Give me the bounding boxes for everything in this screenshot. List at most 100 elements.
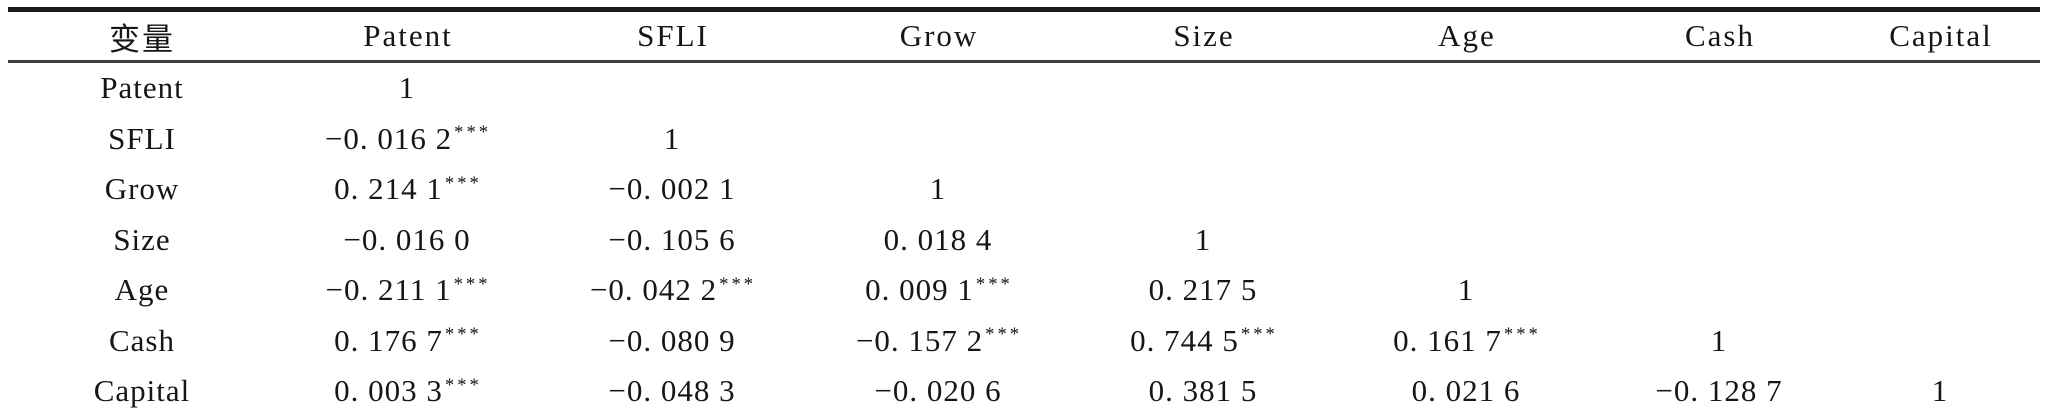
table-row: Grow 0. 214 1 *** −0. 002 1 1 — [8, 164, 2040, 215]
table-cell: −0. 042 2 *** — [540, 265, 806, 316]
significance-stars: *** — [453, 273, 491, 295]
header-row: 变量 Patent SFLI Grow Size Age Cash Capita… — [8, 9, 2040, 63]
cell-value: −0. 016 0 — [343, 221, 471, 257]
significance-stars: *** — [444, 324, 482, 346]
table-cell: −0. 016 2 *** — [276, 114, 540, 165]
table-cell: 0. 744 5 *** — [1072, 316, 1336, 367]
table-cell — [1336, 62, 1598, 114]
table-cell: 0. 176 7 *** — [276, 316, 540, 367]
table-row: Capital 0. 003 3 *** −0. 048 3 −0. 020 6 … — [8, 366, 2040, 416]
table-cell: 0. 021 6 — [1336, 366, 1598, 416]
table-cell: −0. 128 7 — [1598, 366, 1842, 416]
column-header-variable: 变量 — [8, 9, 276, 63]
table-cell — [806, 114, 1072, 165]
table-cell: −0. 002 1 — [540, 164, 806, 215]
table-cell: 0. 003 3 *** — [276, 366, 540, 416]
table-cell: −0. 105 6 — [540, 215, 806, 266]
table-row: SFLI −0. 016 2 *** 1 — [8, 114, 2040, 165]
significance-stars: *** — [975, 273, 1013, 295]
cell-value: −0. 211 1 — [325, 272, 452, 308]
table-cell: 1 — [806, 164, 1072, 215]
cell-value: 1 — [929, 171, 947, 207]
table-row: Patent 1 — [8, 62, 2040, 114]
cell-value: 1 — [1710, 322, 1728, 358]
significance-stars: *** — [985, 324, 1023, 346]
table-cell: 0. 161 7 *** — [1336, 316, 1598, 367]
column-header-patent: Patent — [276, 9, 540, 63]
table-cell — [1842, 265, 2040, 316]
table-cell: 0. 381 5 — [1072, 366, 1336, 416]
cell-value: −0. 157 2 — [855, 322, 984, 358]
cell-value: −0. 016 2 — [324, 120, 453, 156]
significance-stars: *** — [1240, 324, 1278, 346]
row-label: Age — [114, 272, 170, 308]
table-cell: 1 — [276, 62, 540, 114]
table-cell: 0. 009 1 *** — [806, 265, 1072, 316]
cell-value: 0. 161 7 — [1393, 322, 1502, 358]
cell-value: 1 — [1931, 373, 1949, 409]
row-label: Size — [113, 221, 171, 257]
row-label: SFLI — [108, 120, 176, 156]
table-cell: 1 — [1842, 366, 2040, 416]
cell-value: −0. 048 3 — [608, 373, 736, 409]
cell-value: 1 — [1194, 221, 1212, 257]
cell-value: 0. 003 3 — [334, 373, 443, 409]
cell-value: 0. 009 1 — [865, 272, 974, 308]
cell-value: 0. 021 6 — [1411, 373, 1521, 409]
column-header-sfli: SFLI — [540, 9, 806, 63]
correlation-matrix-table: 变量 Patent SFLI Grow Size Age Cash Capita… — [8, 7, 2040, 416]
table-cell — [1598, 164, 1842, 215]
significance-stars: *** — [1503, 324, 1541, 346]
table-cell: 1 — [1336, 265, 1598, 316]
table-cell — [1072, 114, 1336, 165]
table-cell: −0. 211 1 *** — [276, 265, 540, 316]
table-cell — [540, 62, 806, 114]
cell-value: −0. 128 7 — [1655, 373, 1783, 409]
cell-value: 0. 381 5 — [1148, 373, 1258, 409]
column-header-cash: Cash — [1598, 9, 1842, 63]
table-cell — [1072, 164, 1336, 215]
table-row: Cash 0. 176 7 *** −0. 080 9 −0. 157 2 *** … — [8, 316, 2040, 367]
cell-value: 0. 018 4 — [883, 221, 993, 257]
table-cell — [1336, 164, 1598, 215]
cell-value: −0. 080 9 — [608, 322, 736, 358]
table-row: Size −0. 016 0 −0. 105 6 0. 018 4 1 — [8, 215, 2040, 266]
row-label: Patent — [100, 70, 184, 106]
column-header-grow: Grow — [806, 9, 1072, 63]
table-cell: 0. 214 1 *** — [276, 164, 540, 215]
table-cell: 0. 018 4 — [806, 215, 1072, 266]
table-cell: −0. 016 0 — [276, 215, 540, 266]
table-cell: −0. 157 2 *** — [806, 316, 1072, 367]
table-cell — [1072, 62, 1336, 114]
cell-value: 0. 744 5 — [1130, 322, 1239, 358]
column-header-age: Age — [1336, 9, 1598, 63]
table-cell — [1598, 215, 1842, 266]
cell-value: −0. 002 1 — [608, 171, 736, 207]
table-row: Age −0. 211 1 *** −0. 042 2 *** 0. 009 1 **… — [8, 265, 2040, 316]
cell-value: 1 — [663, 120, 681, 156]
significance-stars: *** — [444, 374, 482, 396]
column-header-size: Size — [1072, 9, 1336, 63]
table-cell — [1842, 316, 2040, 367]
table-body: Patent 1 SFLI −0. 016 2 *** 1 Gr — [8, 62, 2040, 416]
cell-value: −0. 020 6 — [874, 373, 1002, 409]
cell-value: −0. 042 2 — [589, 272, 718, 308]
table-cell: 0. 217 5 — [1072, 265, 1336, 316]
table-cell — [1842, 164, 2040, 215]
table-cell — [1336, 114, 1598, 165]
table-cell — [1842, 62, 2040, 114]
table-header: 变量 Patent SFLI Grow Size Age Cash Capita… — [8, 9, 2040, 63]
row-label: Capital — [93, 373, 191, 409]
significance-stars: *** — [719, 273, 757, 295]
table-cell — [1336, 215, 1598, 266]
cell-value: 0. 217 5 — [1148, 272, 1258, 308]
row-label: Cash — [109, 322, 175, 358]
table-cell: 1 — [1072, 215, 1336, 266]
table-cell — [1598, 265, 1842, 316]
cell-value: 1 — [1457, 272, 1475, 308]
significance-stars: *** — [444, 172, 482, 194]
cell-value: 0. 214 1 — [334, 171, 443, 207]
cell-value: 0. 176 7 — [334, 322, 443, 358]
row-label: Grow — [104, 171, 180, 207]
